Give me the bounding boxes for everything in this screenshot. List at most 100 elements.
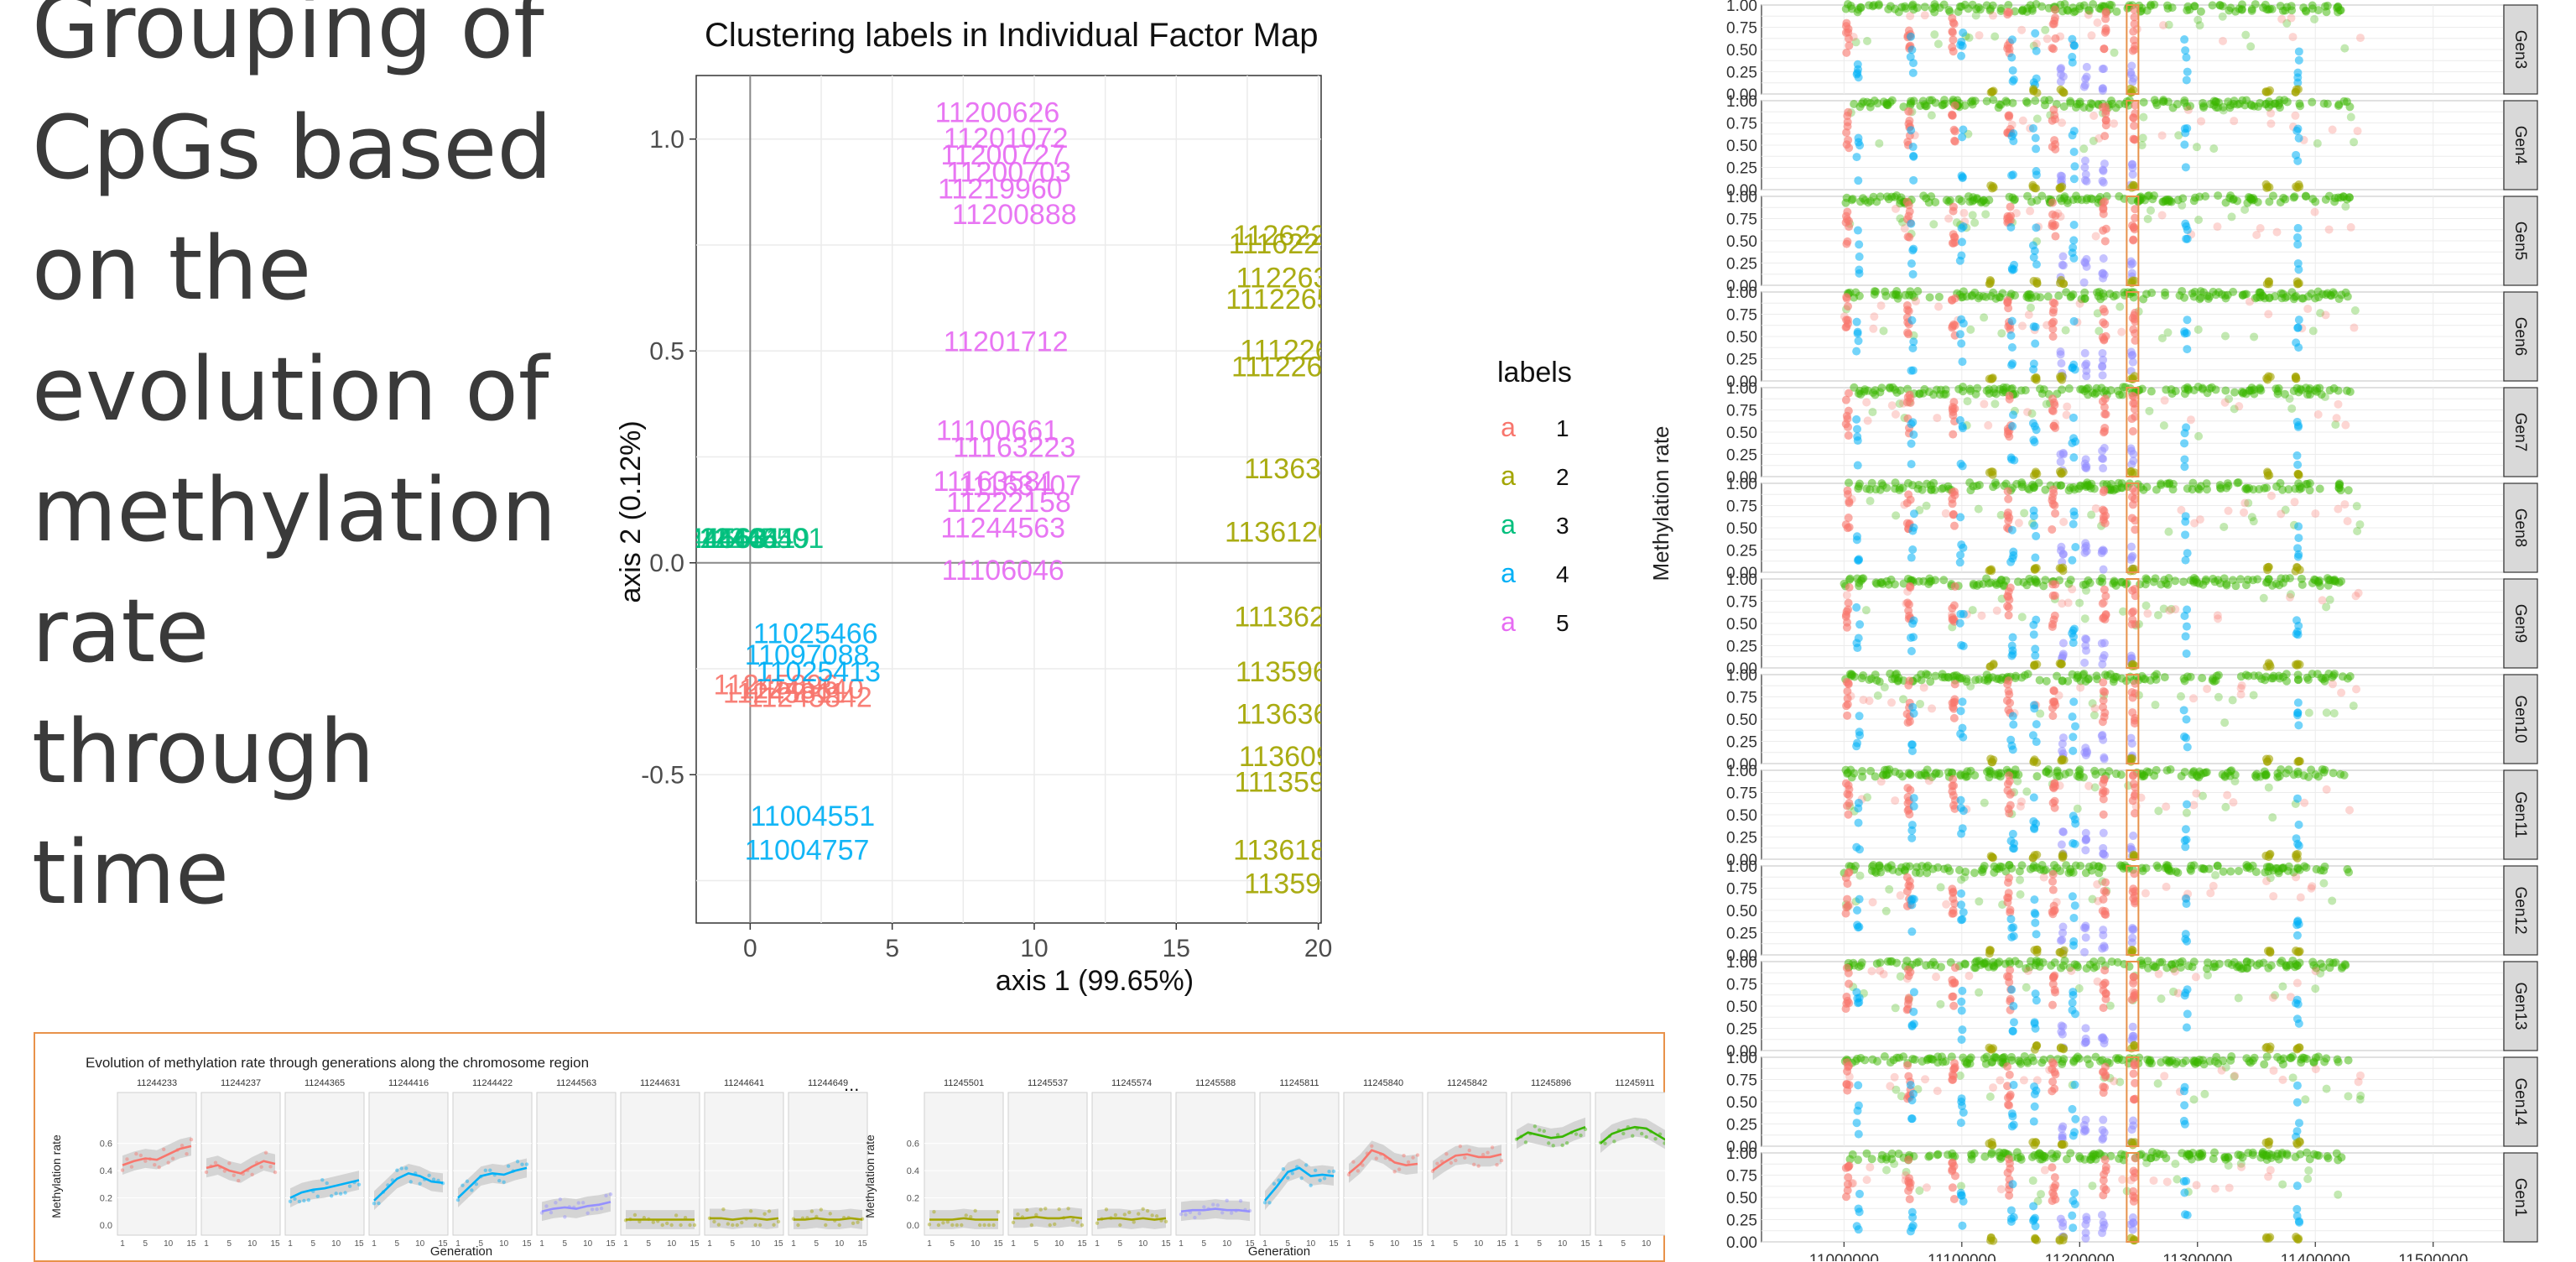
facet-point-green <box>2033 115 2042 123</box>
facet-point-red <box>2130 1095 2138 1103</box>
strip-x-tick-label: 5 <box>143 1239 148 1249</box>
strip-point <box>1314 1169 1317 1172</box>
strip-point <box>1043 1207 1047 1210</box>
facet-point-red <box>2303 305 2312 313</box>
facet-point-blue <box>2032 75 2041 83</box>
facet-point-green <box>2188 770 2196 779</box>
facet-point-blue <box>2009 745 2017 754</box>
facet-point-green <box>2198 674 2206 682</box>
facet-point-green <box>2190 1095 2199 1103</box>
facet-point-green <box>2279 673 2287 681</box>
facet-point-green <box>2211 962 2220 971</box>
facet-point-red <box>2269 993 2277 1002</box>
facet-point-red <box>1844 108 1852 117</box>
facet-point-blue <box>2032 532 2040 540</box>
facet-point-green <box>2320 769 2329 777</box>
facet-point-red <box>1950 137 1959 145</box>
facet-point-green <box>2296 102 2304 110</box>
facet-point-green <box>2075 599 2084 608</box>
facet-point-green <box>2241 485 2250 493</box>
facet-point-green <box>2106 386 2115 394</box>
strip-point <box>1193 1216 1196 1219</box>
facet-point-green <box>2069 1058 2078 1066</box>
facet-point-green <box>2022 386 2030 394</box>
facet-point-green <box>2164 197 2173 206</box>
facet-point-red <box>2004 495 2012 503</box>
facet-point-purple <box>2082 170 2090 179</box>
facet-y-tick-label: 0.75 <box>1726 20 1757 38</box>
strip-point <box>1202 1205 1205 1208</box>
facet-point-red <box>1904 996 1912 1004</box>
facet-point-blue <box>2068 1006 2076 1014</box>
facet-point-green <box>1935 769 1944 778</box>
facet-point-green <box>1991 1054 1999 1062</box>
facet-point-red <box>1948 604 1956 613</box>
facet-point-green <box>2283 97 2292 106</box>
strip-y-label-left: Methylation rate <box>49 1134 63 1218</box>
facet-point-red <box>2110 1077 2118 1085</box>
facet-point-blue <box>1958 237 1966 246</box>
facet-point-purple <box>2099 349 2107 357</box>
facet-point-red <box>1842 322 1850 331</box>
facet-point-blue <box>2183 800 2191 809</box>
facet-point-blue <box>2294 553 2303 561</box>
facet-point-blue <box>2182 930 2190 938</box>
facet-point-green <box>2298 386 2306 394</box>
facet-point-red <box>1904 1072 1912 1081</box>
strip-point <box>1049 1223 1052 1227</box>
strip-panel-id: 11245501 <box>944 1078 984 1088</box>
facet-point-green <box>2183 809 2191 817</box>
facet-point-red <box>2221 399 2230 407</box>
strip-x-tick-label: 15 <box>522 1239 532 1249</box>
strip-panel-id: 11245842 <box>1447 1078 1487 1088</box>
facet-point-blue <box>2294 265 2303 274</box>
facet-point-green <box>2055 772 2063 780</box>
facet-point-red <box>2084 782 2093 790</box>
facet-point-green <box>2053 672 2061 681</box>
facet-point-blue <box>2293 996 2302 1004</box>
strip-point <box>600 1207 603 1210</box>
facet-point-red <box>1977 612 1985 620</box>
facet-point-green <box>1854 484 1862 493</box>
ifm-point-label: 11025413 <box>756 656 881 688</box>
facet-point-red <box>1903 873 1912 881</box>
facet-point-red <box>2099 199 2107 207</box>
facet-point-purple <box>2081 460 2089 468</box>
ifm-point-label: 11136202 <box>1234 602 1356 634</box>
facet-point-olive <box>1986 277 1995 285</box>
facet-point-green <box>2308 4 2317 13</box>
facet-point-green <box>2194 326 2203 334</box>
facet-point-green <box>2043 677 2051 686</box>
facet-point-red <box>2312 967 2320 975</box>
facet-point-blue <box>2031 340 2039 348</box>
strip-point <box>731 1223 734 1227</box>
strip-point <box>559 1197 562 1201</box>
facet-point-green <box>1911 1056 1919 1064</box>
strip-point <box>1449 1161 1453 1165</box>
facet-point-red <box>2355 589 2363 597</box>
facet-point-green <box>2350 701 2358 710</box>
strip-panel-id: 11245537 <box>1028 1078 1068 1088</box>
facet-point-blue <box>1909 430 1918 439</box>
facet-point-green <box>2023 192 2032 201</box>
slide-title: Grouping of CpGs based on the evolution … <box>32 0 569 933</box>
facet-point-green <box>1858 575 1866 583</box>
facet-point-red <box>2048 525 2056 534</box>
facet-point-blue <box>1958 724 1966 733</box>
facet-point-red <box>1951 963 1959 972</box>
facet-point-red <box>1842 22 1850 30</box>
facet-point-blue <box>1855 620 1864 628</box>
facet-point-purple <box>2059 72 2068 81</box>
facet-point-blue <box>2068 1105 2076 1113</box>
facet-point-red <box>2291 498 2299 506</box>
facet-point-blue <box>2031 644 2039 653</box>
facet-point-red <box>2161 396 2169 404</box>
facet-point-green <box>2334 3 2342 11</box>
facet-point-green <box>2296 866 2304 874</box>
facet-point-red <box>2003 298 2011 306</box>
facet-point-green <box>2047 962 2055 970</box>
facet-point-green <box>2152 574 2160 582</box>
facet-point-purple <box>2098 639 2106 648</box>
facet-point-green <box>2109 579 2117 587</box>
facet-point-green <box>2344 1056 2353 1065</box>
